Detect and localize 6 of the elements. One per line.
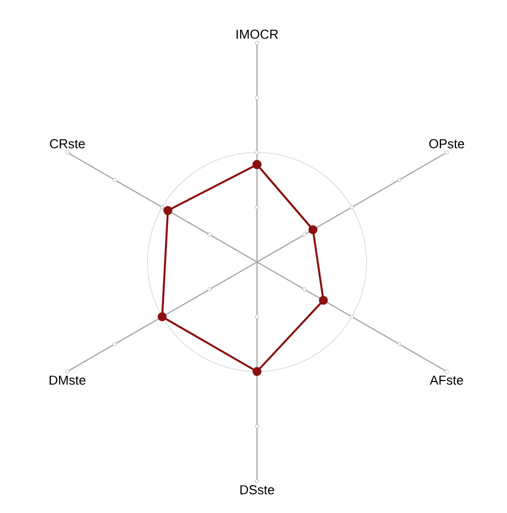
spoke-label: IMOCR	[236, 30, 278, 39]
spoke-label: CRste	[50, 139, 85, 148]
spoke-label: AFste	[430, 376, 463, 385]
spoke-label: DSste	[240, 485, 274, 494]
spoke-label: DMste	[50, 376, 86, 385]
spoke-label: OPste	[429, 139, 464, 148]
